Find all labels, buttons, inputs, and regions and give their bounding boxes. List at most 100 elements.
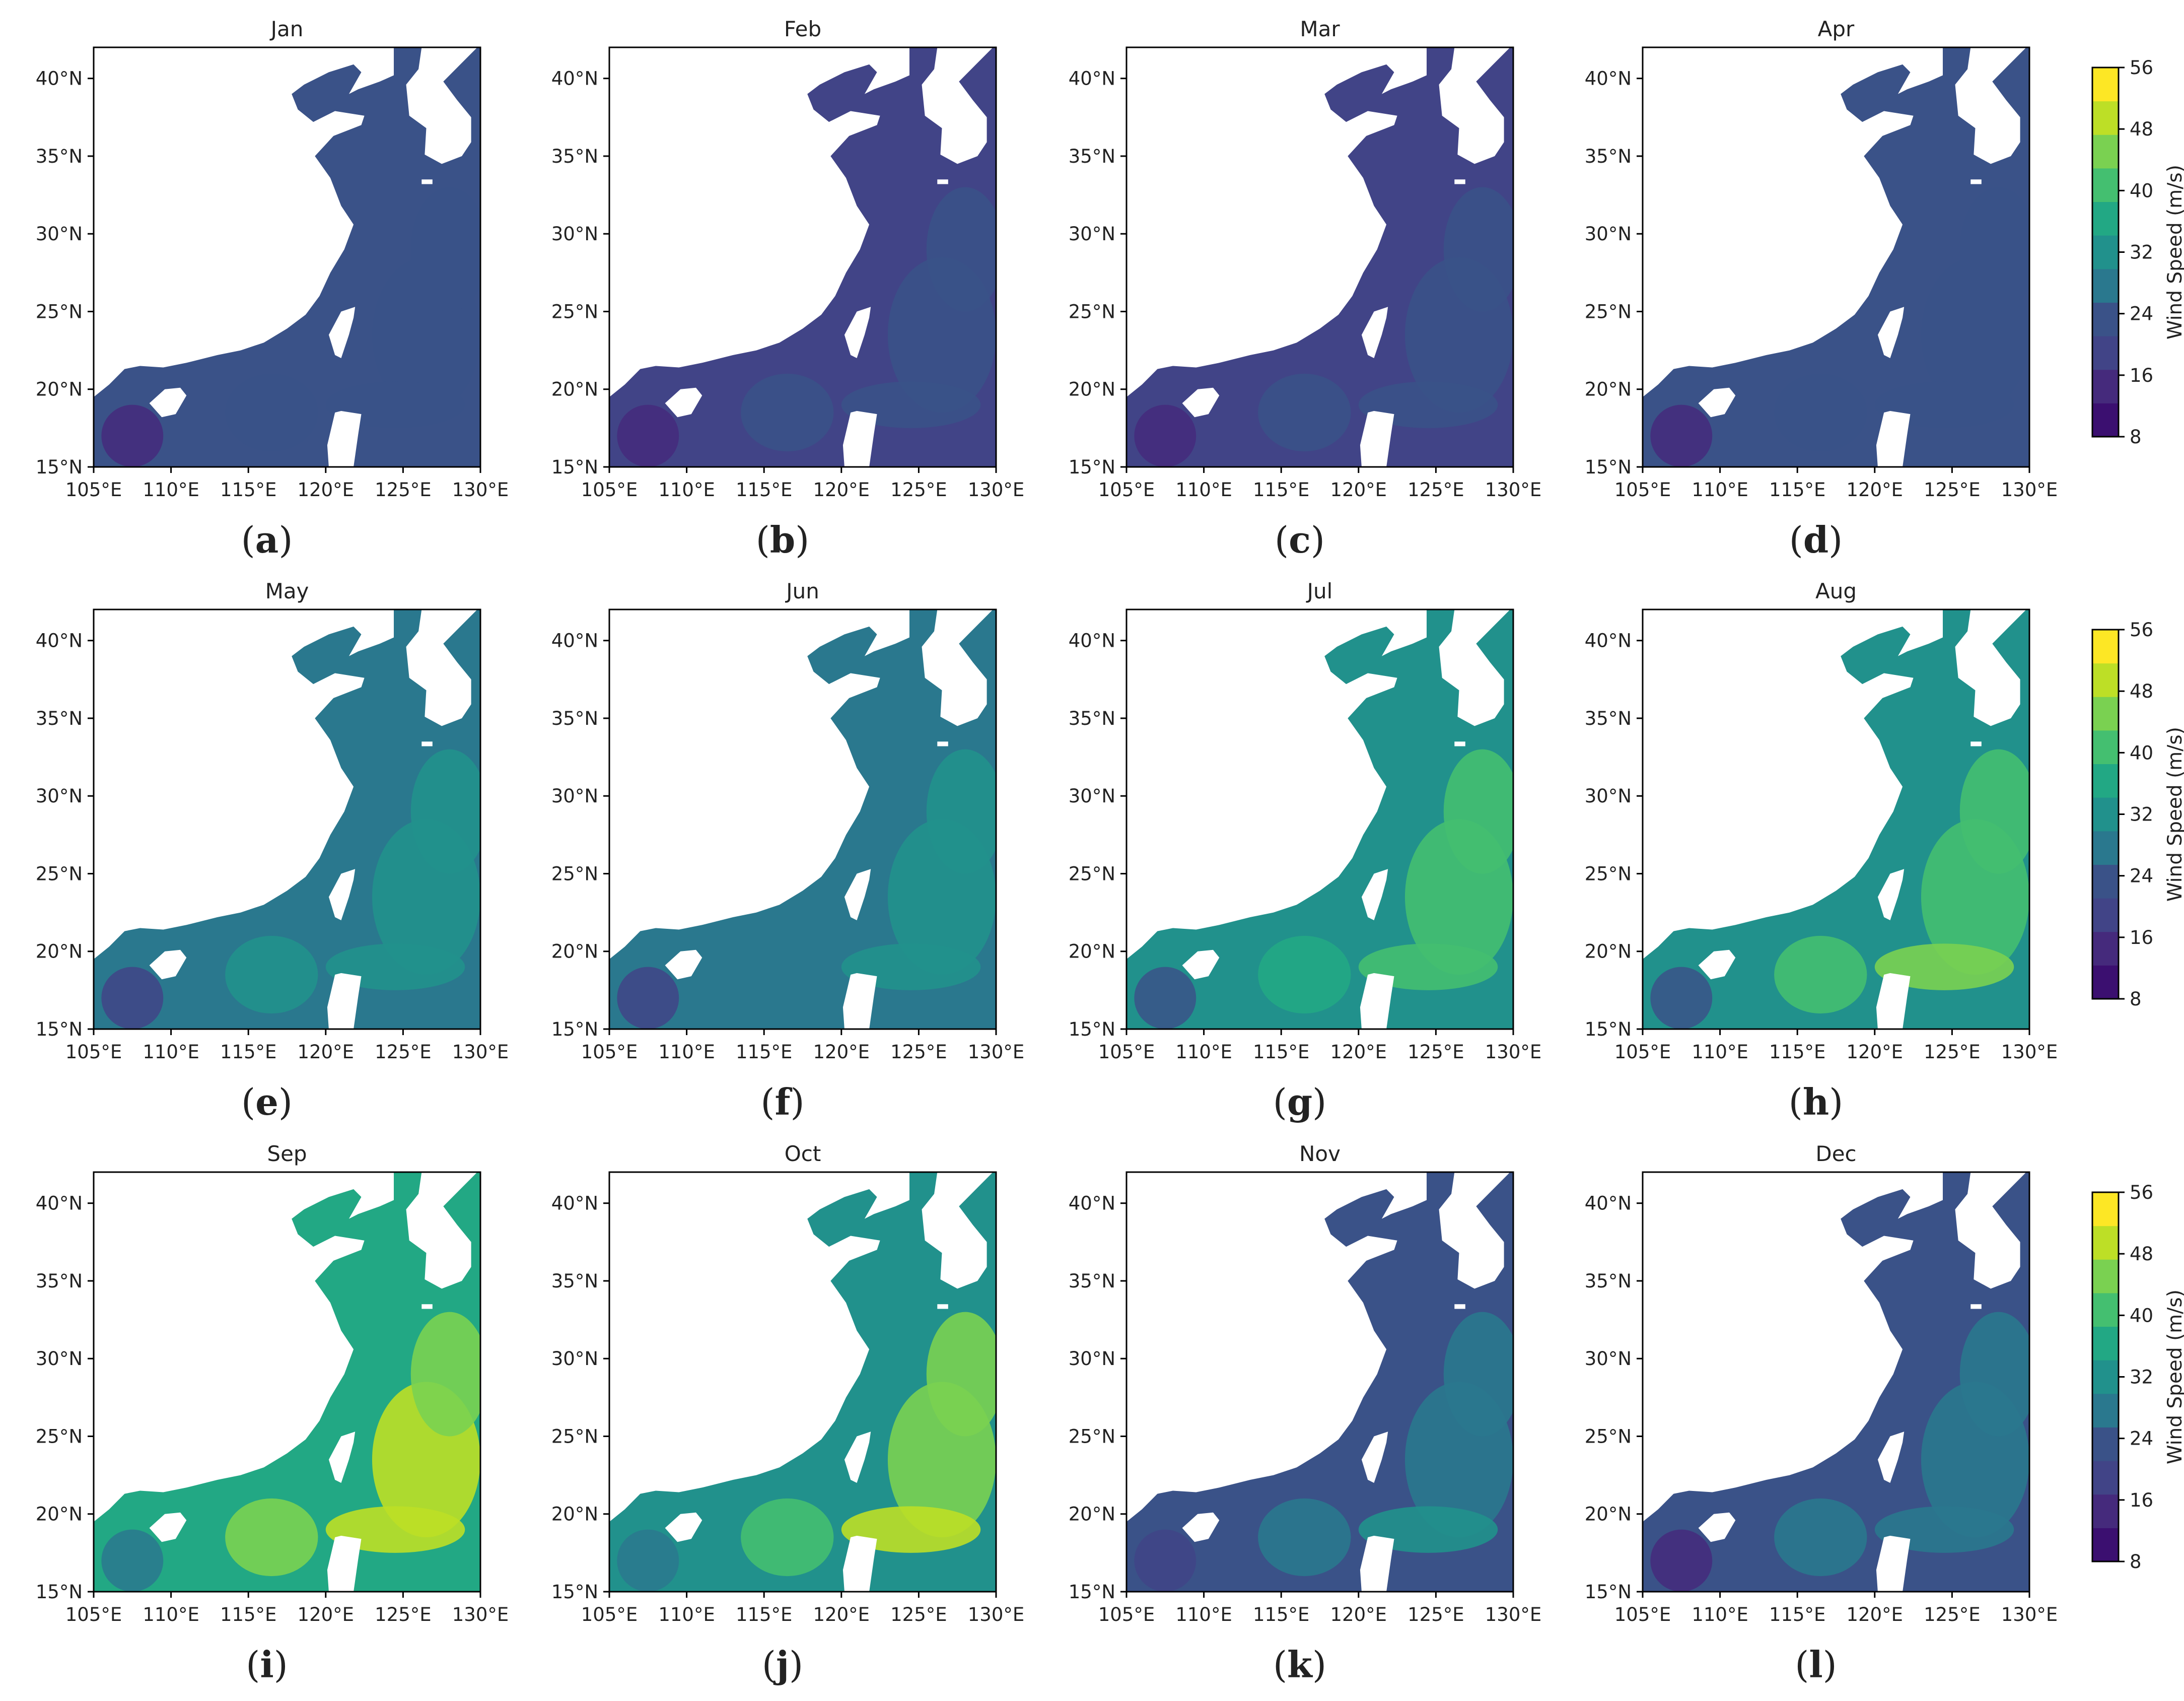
y-tick-label: 15°N [36, 1018, 83, 1040]
x-tick-label: 110°E [143, 1041, 199, 1063]
wind-maximum-2 [741, 1498, 834, 1577]
y-tick-label: 20°N [1585, 941, 1632, 963]
colorbar-segment [2092, 302, 2119, 336]
colorbar-tick-label: 24 [2130, 865, 2153, 887]
mainland-mask [94, 1172, 394, 1592]
gulf-calm-zone [1650, 967, 1713, 1029]
y-tick-label: 40°N [36, 630, 83, 652]
panel-letter: (k) [1273, 1643, 1326, 1686]
x-tick-label: 120°E [298, 479, 355, 501]
hainan-mask [1182, 1512, 1220, 1542]
x-tick-label: 120°E [1330, 1041, 1387, 1063]
hainan-mask [149, 949, 187, 980]
jeju-mask [421, 1304, 433, 1309]
x-tick-label: 115°E [220, 479, 277, 501]
taiwan-mask [1877, 307, 1905, 358]
taiwan-mask [328, 1432, 356, 1483]
wind-maximum-3 [410, 1312, 480, 1437]
wind-maximum-3 [1959, 1312, 2029, 1437]
wind-maximum-2 [225, 373, 318, 452]
taiwan-mask [1877, 869, 1905, 920]
panel-title: Sep [267, 1141, 307, 1166]
y-tick-label: 30°N [1585, 223, 1632, 245]
wind-maximum-3 [410, 187, 480, 312]
x-tick-label: 105°E [1098, 1604, 1155, 1625]
x-tick-label: 115°E [1253, 479, 1310, 501]
x-tick-label: 115°E [1253, 1604, 1310, 1625]
x-tick-label: 125°E [890, 1604, 947, 1625]
mainland-mask [1126, 1172, 1427, 1592]
y-tick-label: 30°N [551, 785, 598, 807]
y-tick-label: 30°N [1069, 785, 1115, 807]
y-tick-label: 35°N [551, 1270, 598, 1292]
x-tick-label: 115°E [220, 1041, 277, 1063]
korea-mask [1439, 609, 1510, 726]
colorbar-segment [2092, 1528, 2119, 1562]
panel-j: Oct 105°E 110°E 115°E 120°E 125°E 130°E 15°N 20°… [551, 1141, 1025, 1686]
hainan-mask [665, 949, 702, 980]
x-tick-label: 110°E [143, 479, 199, 501]
hainan-mask [665, 1512, 702, 1542]
colorbar-label: Wind Speed (m/s) [2164, 1289, 2184, 1464]
colorbar-segment [2092, 268, 2119, 303]
colorbar-label: Wind Speed (m/s) [2164, 727, 2184, 902]
hainan-mask [1698, 387, 1736, 418]
korea-mask [1955, 47, 2026, 164]
hainan-mask [149, 387, 187, 418]
y-tick-label: 40°N [1585, 68, 1632, 90]
x-tick-label: 105°E [581, 479, 638, 501]
taiwan-mask [1361, 869, 1388, 920]
colorbar-segment [2092, 1192, 2119, 1227]
y-tick-label: 35°N [1585, 708, 1632, 729]
x-tick-label: 130°E [1485, 1604, 1542, 1625]
y-tick-label: 30°N [551, 223, 598, 245]
y-tick-label: 35°N [551, 146, 598, 167]
colorbar-segment [2092, 1461, 2119, 1495]
korea-mask [1439, 1172, 1510, 1289]
colorbar-tick-label: 8 [2130, 426, 2142, 448]
taiwan-mask [844, 869, 871, 920]
hainan-mask [1182, 387, 1220, 418]
y-tick-label: 35°N [36, 708, 83, 729]
x-tick-label: 130°E [1485, 479, 1542, 501]
x-tick-label: 130°E [2001, 1041, 2058, 1063]
colorbar-label: Wind Speed (m/s) [2164, 165, 2184, 339]
y-tick-label: 20°N [1069, 941, 1115, 963]
jeju-mask [937, 179, 948, 184]
colorbar-row-3: 8 16 24 32 40 48 56 Wind Speed (m/s) [2091, 1182, 2184, 1573]
x-tick-label: 120°E [1847, 479, 1904, 501]
y-tick-label: 35°N [1585, 146, 1632, 167]
axes-frame [608, 1171, 997, 1593]
mainland-mask [1126, 47, 1427, 467]
luzon-mask [327, 411, 362, 467]
x-tick-label: 115°E [736, 1041, 793, 1063]
x-tick-label: 110°E [658, 1604, 715, 1625]
y-tick-label: 30°N [1069, 1348, 1115, 1370]
x-tick-label: 120°E [298, 1041, 355, 1063]
axes-frame [608, 608, 997, 1030]
y-tick-label: 15°N [36, 456, 83, 478]
axes-frame [1642, 46, 2030, 468]
colorbar-segment [2092, 931, 2119, 966]
taiwan-mask [1361, 307, 1388, 358]
wind-maximum-3 [1959, 187, 2029, 312]
colorbar-tick-label: 48 [2130, 1243, 2153, 1265]
colorbar-row-1: 8 16 24 32 40 48 56 Wind Speed (m/s) [2091, 57, 2184, 448]
taiwan-mask [1877, 1432, 1905, 1483]
colorbar-tick-label: 48 [2130, 118, 2153, 140]
wind-maximum-3 [926, 749, 996, 874]
mainland-mask [1126, 609, 1427, 1029]
hainan-mask [1698, 949, 1736, 980]
y-tick-label: 15°N [1585, 456, 1632, 478]
mainland-mask [609, 609, 909, 1029]
colorbar-segment [2092, 831, 2119, 865]
colorbar-tick-label: 24 [2130, 303, 2153, 325]
y-tick-label: 25°N [1069, 301, 1115, 322]
mainland-mask [94, 609, 394, 1029]
panel-letter: (c) [1275, 518, 1325, 561]
y-tick-label: 15°N [551, 1581, 598, 1603]
colorbar-segment [2092, 764, 2119, 798]
hainan-mask [1698, 1512, 1736, 1542]
y-tick-label: 20°N [1585, 379, 1632, 400]
